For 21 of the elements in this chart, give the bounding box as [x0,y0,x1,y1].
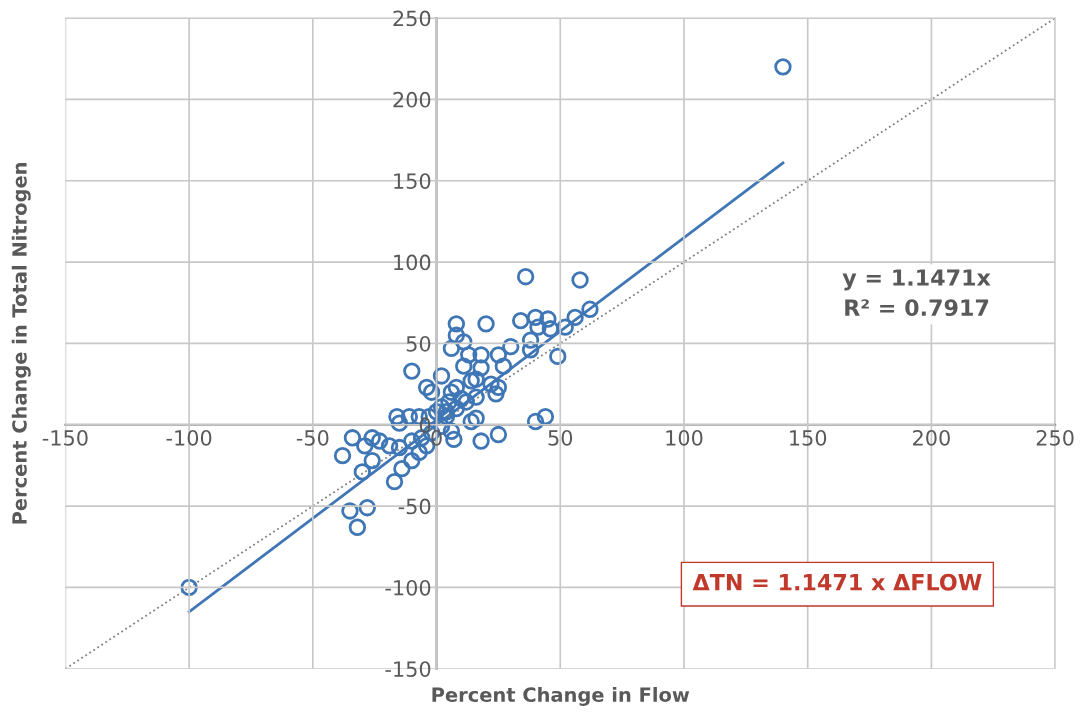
x-tick-label: -150 [42,429,88,446]
x-tick-label: 150 [790,429,827,446]
y-tick-label: 0 [419,417,431,433]
y-axis-title: Percent Change in Total Nitrogen [11,162,31,524]
x-tick-label: -50 [296,429,329,446]
y-tick-label: 200 [393,91,431,108]
annotation: y = 1.1471x R² = 0.7917 [842,269,991,317]
x-tick-label: 250 [1036,429,1074,446]
x-tick-label: 100 [666,429,703,446]
y-tick-label: -100 [385,579,431,596]
y-tick-label: 250 [393,10,431,27]
x-tick-label: 50 [548,429,573,446]
annotation: ΔTN = 1.1471 x ΔFLOW [692,573,982,591]
y-tick-label: 150 [394,173,431,189]
x-axis-title: Percent Change in Flow [432,686,690,706]
y-tick-label: 50 [406,335,431,352]
y-tick-label: 100 [394,254,431,271]
y-tick-label: -50 [398,498,431,515]
x-tick-label: -100 [166,429,212,446]
x-tick-label: 200 [913,429,950,446]
y-tick-label: -150 [385,661,431,677]
